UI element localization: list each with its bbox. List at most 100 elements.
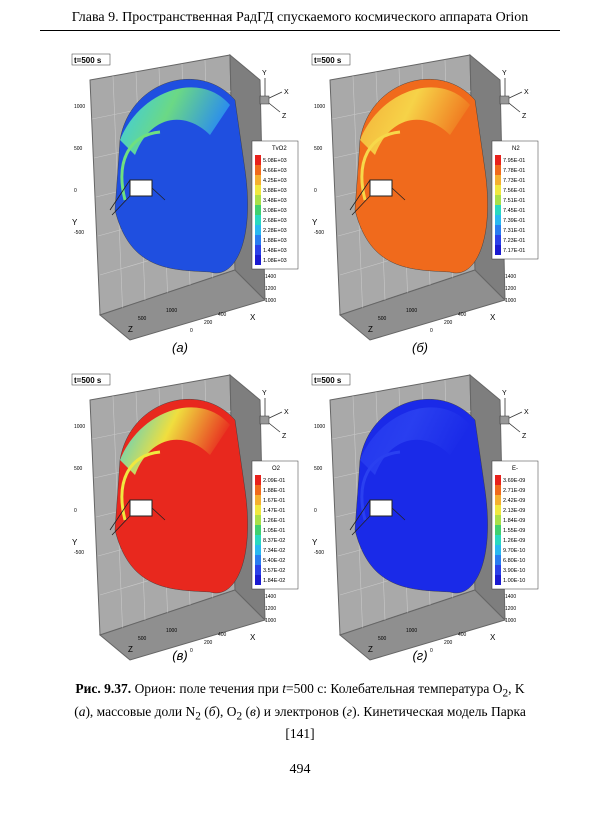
legend-swatch <box>255 255 261 265</box>
time-label: t=500 s <box>74 56 102 65</box>
caption-part: =500 с: Колебательная температура O <box>286 681 503 696</box>
legend-entry: 2.13E-09 <box>503 508 525 514</box>
capsule <box>369 499 393 517</box>
legend-entry: 1.84E-09 <box>503 518 525 524</box>
tick-label: 1400 <box>265 274 276 280</box>
legend-swatch <box>255 555 261 565</box>
triad-label: Y <box>502 390 507 397</box>
legend-entry: 1.55E-09 <box>503 528 525 534</box>
caption-part: Орион: поле течения при <box>131 681 283 696</box>
axis-label: Y <box>72 218 78 227</box>
legend-entry: 2.28E+03 <box>263 228 287 234</box>
legend-swatch <box>495 165 501 175</box>
caption-part: ) и электронов ( <box>255 703 347 719</box>
triad-label: Z <box>282 113 287 120</box>
tick-label: 1200 <box>265 606 276 612</box>
axis-label: X <box>490 633 496 642</box>
legend-entry: 1.88E+03 <box>263 238 287 244</box>
tick-label: 0 <box>74 188 77 194</box>
legend-swatch <box>255 575 261 585</box>
time-box <box>71 53 111 66</box>
legend-swatch <box>255 225 261 235</box>
legend-swatch <box>495 555 501 565</box>
tick-label: 1000 <box>406 308 417 314</box>
tick-label: -500 <box>314 230 324 236</box>
legend-swatch <box>255 165 261 175</box>
time-label: t=500 s <box>74 376 102 385</box>
caption-part: Рис. 9.37. <box>75 681 132 696</box>
axis-label: Y <box>312 218 318 227</box>
legend-swatch <box>255 205 261 215</box>
caption-part: t <box>282 681 286 696</box>
caption-part: ( <box>242 703 251 719</box>
triad-label: Y <box>262 70 267 77</box>
caption: Рис. 9.37. Орион: поле течения при t=500… <box>70 680 530 743</box>
legend-swatch <box>255 485 261 495</box>
flow-jet <box>360 407 470 475</box>
legend-entry: 7.51E-01 <box>503 198 525 204</box>
legend-entry: 2.42E-09 <box>503 498 525 504</box>
caption-part: ), массовые доли N <box>85 703 196 719</box>
time-box <box>311 53 351 66</box>
tick-label: -500 <box>74 550 84 556</box>
caption-part: 2 <box>236 710 243 723</box>
tick-label: 400 <box>458 312 467 318</box>
legend-swatch <box>495 175 501 185</box>
tick-label: 1000 <box>265 618 276 624</box>
legend-entry: 7.31E-01 <box>503 228 525 234</box>
tick-label: 1000 <box>74 424 85 430</box>
tick-label: 400 <box>458 632 467 638</box>
tick-label: 0 <box>314 188 317 194</box>
time-box <box>71 373 111 386</box>
panel-label: (а) <box>172 340 188 355</box>
legend-entry: 5.08E+03 <box>263 158 287 164</box>
legend-swatch <box>495 155 501 165</box>
tick-label: 1000 <box>314 424 325 430</box>
caption-part: 2 <box>195 710 201 723</box>
tick-label: 500 <box>314 146 323 152</box>
caption-part: ). Кинетическая модель Парка [141] <box>285 703 526 742</box>
legend-entry: 7.39E-01 <box>503 218 525 224</box>
panel: t=500 s Y X Z Y 1000 500 0 -500 Z 500 1000 X 0 200 400 1… <box>311 53 539 355</box>
tick-label: 1000 <box>505 618 516 624</box>
axis-label: X <box>250 633 256 642</box>
tick-label: 1000 <box>166 628 177 634</box>
shock <box>360 130 401 201</box>
legend-title: TvO2 <box>272 146 287 152</box>
tick-label: 1000 <box>505 298 516 304</box>
legend-entry: 3.90E-10 <box>503 568 525 574</box>
tick-label: 1000 <box>166 308 177 314</box>
caption-part: , K ( <box>74 681 525 719</box>
legend-swatch <box>255 565 261 575</box>
legend-entry: 2.71E-09 <box>503 488 525 494</box>
panel-label: (в) <box>172 648 187 663</box>
legend-swatch <box>495 525 501 535</box>
caption-part: б <box>208 703 216 719</box>
legend-entry: 1.84E-02 <box>263 578 285 584</box>
legend-entry: 1.05E-01 <box>263 528 285 534</box>
tick-label: 500 <box>138 316 147 322</box>
caption-part: в <box>250 703 256 719</box>
legend-entry: 1.26E-09 <box>503 538 525 544</box>
tick-label: 500 <box>74 466 83 472</box>
legend-swatch <box>495 475 501 485</box>
legend-swatch <box>255 495 261 505</box>
legend-swatch <box>495 565 501 575</box>
legend-swatch <box>255 185 261 195</box>
legend-swatch <box>495 215 501 225</box>
legend-entry: 5.40E-02 <box>263 558 285 564</box>
legend-swatch <box>495 185 501 195</box>
legend-swatch <box>495 545 501 555</box>
legend-swatch <box>255 475 261 485</box>
legend-entry: 6.80E-10 <box>503 558 525 564</box>
flow-jet <box>120 87 230 155</box>
legend-title: E- <box>512 466 518 472</box>
legend-swatch <box>255 535 261 545</box>
time-label: t=500 s <box>314 56 342 65</box>
tick-label: -500 <box>314 550 324 556</box>
legend-swatch <box>495 195 501 205</box>
legend-swatch <box>255 215 261 225</box>
triad-label: Y <box>502 70 507 77</box>
time-box <box>311 373 351 386</box>
axis-label: Z <box>128 645 133 654</box>
